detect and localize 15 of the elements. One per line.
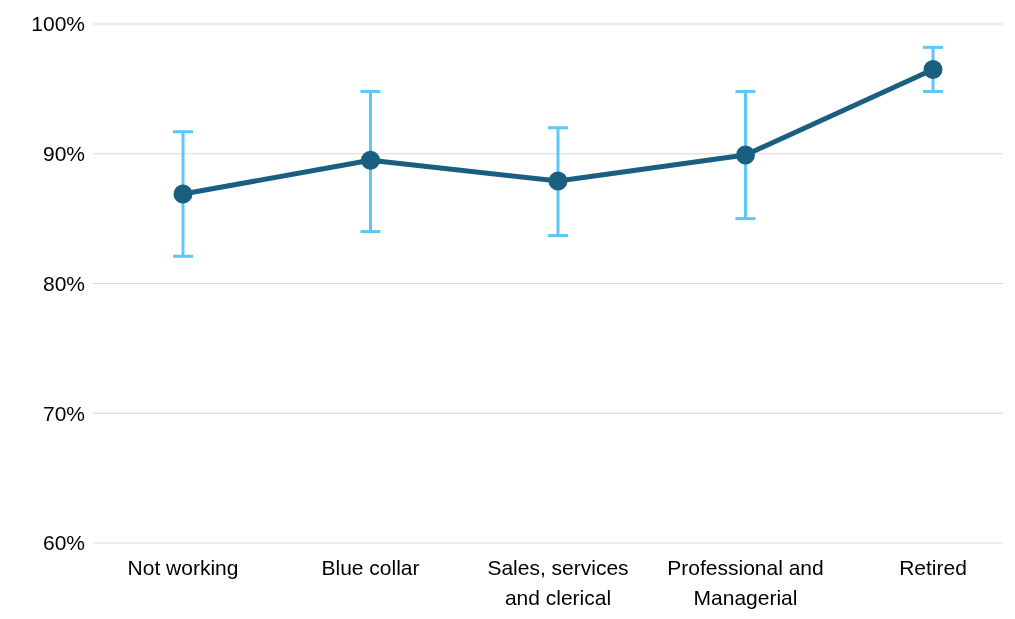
y-tick-label: 80% [42,271,85,295]
x-tick-label: Not working [127,556,239,579]
y-tick-label: 60% [42,531,85,555]
x-tick-label: Professional and Managerial [667,556,824,609]
y-tick-label: 70% [42,401,85,425]
x-tick-label: Sales, services and clerical [487,556,629,609]
point [736,145,755,165]
x-tick-label: Retired [899,556,967,579]
y-tick-label: 90% [42,142,85,166]
point [923,59,943,79]
point [548,171,568,191]
x-tick-label: Blue collar [321,556,420,579]
y-tick-label: 100% [31,12,85,36]
point [173,184,193,204]
point [361,150,380,170]
